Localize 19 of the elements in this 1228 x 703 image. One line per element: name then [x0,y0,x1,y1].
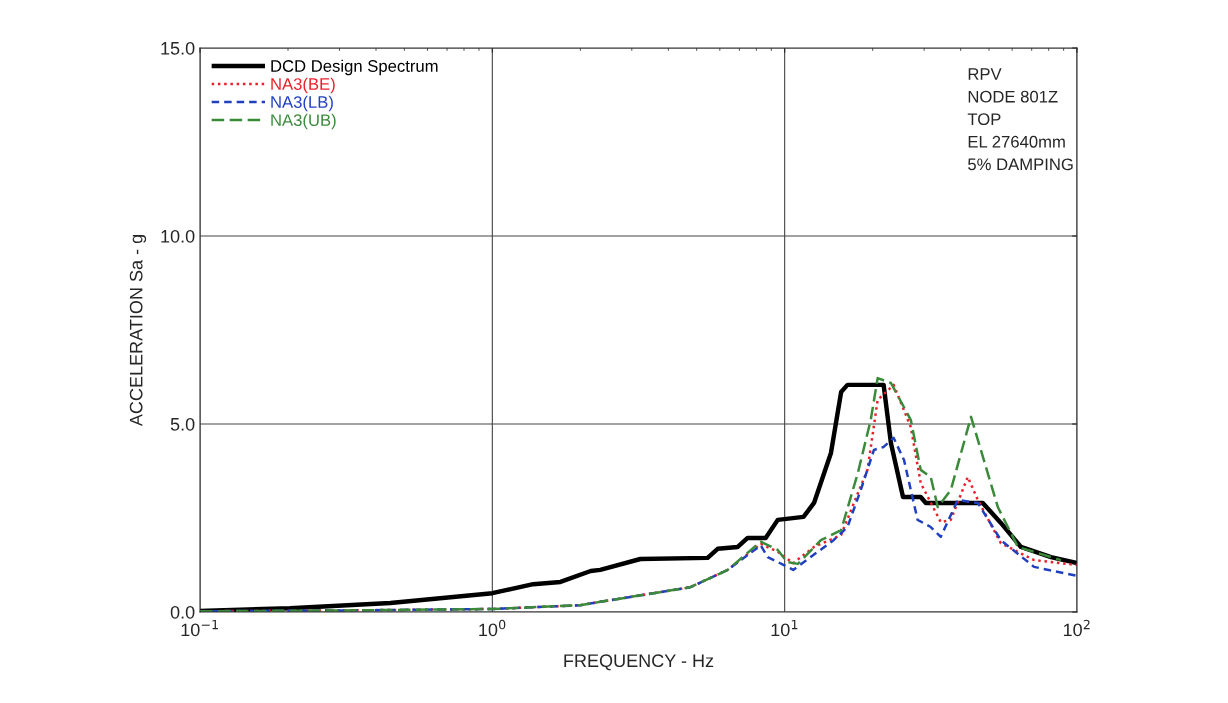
annotation: NODE 801Z [968,90,1058,103]
annotation: 5% DAMPING [968,158,1073,171]
x-tick-label: 10$^{2}$ [1063,619,1090,637]
x-tick-label: 10$^{−1}$ [181,619,218,637]
x-axis-title: FREQUENCY - Hz [564,654,714,671]
annotation: EL 27640mm [968,135,1065,148]
x-tick-label: 10$^{0}$ [479,619,506,637]
legend-label: NA3(UB) [271,113,336,130]
legend-label: NA3(BE) [271,77,335,94]
annotation: RPV [968,68,1002,80]
y-tick-label: 15.0 [161,41,195,55]
annotation: TOP [967,113,1001,126]
y-tick-label: 0.0 [170,605,195,619]
y-tick-label: 5.0 [170,417,195,431]
legend-label: DCD Design Spectrum [271,59,438,76]
y-axis-title: ACCELERATION Sa - g [129,235,147,427]
legend-label: NA3(LB) [271,95,333,112]
x-tick-label: 10$^{1}$ [771,619,798,637]
y-tick-label: 10.0 [161,229,195,243]
